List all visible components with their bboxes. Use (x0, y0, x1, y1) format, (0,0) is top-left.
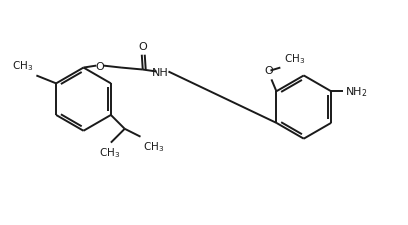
Text: O: O (138, 42, 147, 52)
Text: O: O (95, 61, 104, 71)
Text: CH$_3$: CH$_3$ (284, 52, 306, 65)
Text: CH$_3$: CH$_3$ (144, 140, 165, 154)
Text: NH$_2$: NH$_2$ (345, 85, 368, 99)
Text: O: O (264, 66, 273, 76)
Text: CH$_3$: CH$_3$ (99, 146, 120, 160)
Text: CH$_3$: CH$_3$ (12, 59, 33, 73)
Text: NH: NH (152, 67, 169, 77)
